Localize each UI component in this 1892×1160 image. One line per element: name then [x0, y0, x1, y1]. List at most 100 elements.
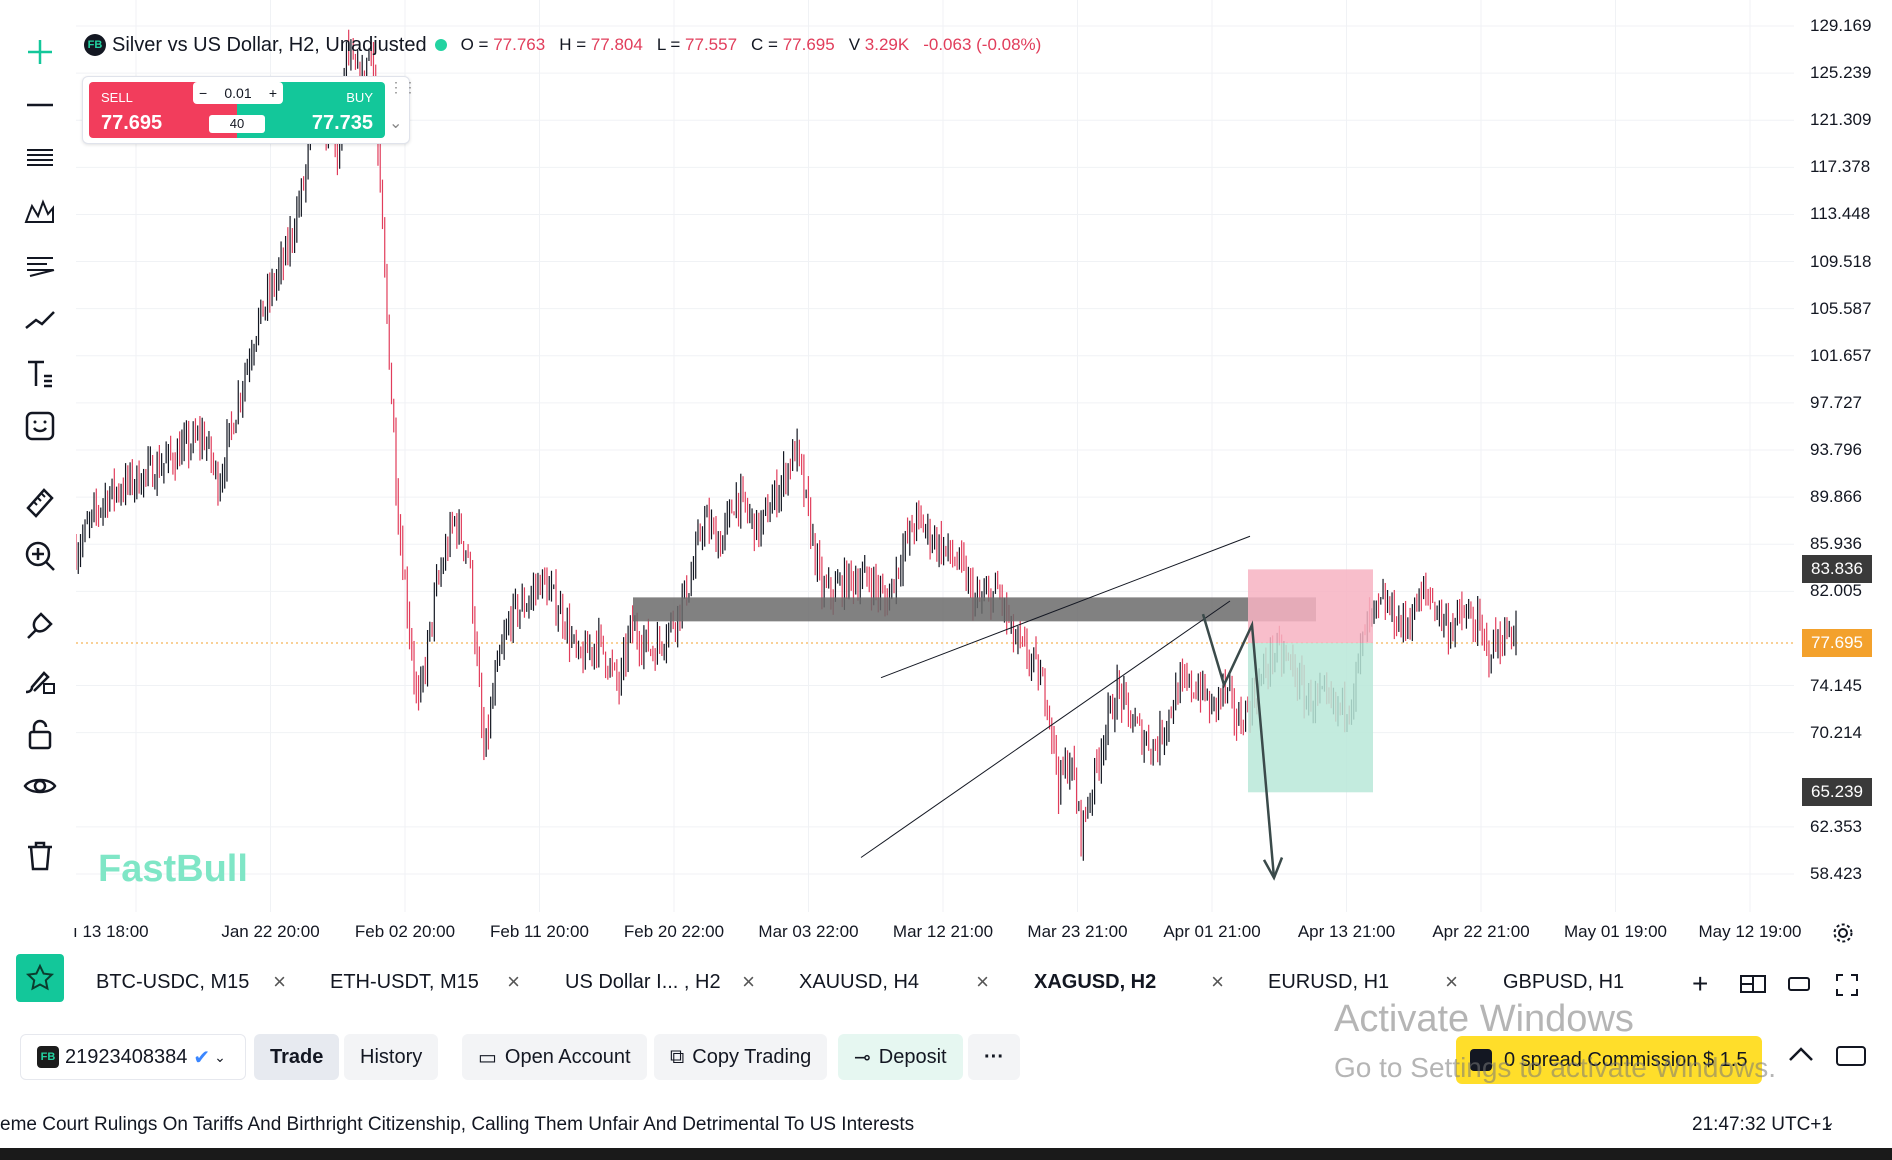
price-tick-label: 121.309 — [1810, 110, 1872, 130]
ruler-icon[interactable] — [16, 480, 64, 524]
time-tick-label: Feb 02 20:00 — [354, 922, 456, 941]
emoji-icon[interactable] — [16, 404, 64, 448]
trend-line-icon[interactable] — [16, 298, 64, 342]
eye-icon[interactable] — [16, 764, 64, 808]
text-icon[interactable] — [16, 352, 64, 396]
magnet-icon[interactable] — [16, 604, 64, 648]
price-tick-label: 85.936 — [1810, 534, 1862, 554]
time-scale[interactable]: ı 13 18:00 Jan 22 20:00 Feb 02 20:00 Feb 11… — [73, 912, 1802, 954]
sell-label: SELL — [101, 90, 133, 105]
price-tick-label: 113.448 — [1810, 204, 1871, 224]
news-ticker: eme Court Rulings On Tariffs And Birthri… — [0, 1108, 1892, 1144]
time-tick-label: Feb 20 22:00 — [623, 922, 725, 941]
time-tick-label: Feb 11 20:00 — [490, 922, 589, 941]
settings-gear-icon[interactable] — [1832, 922, 1854, 949]
time-tick-label: Mar 23 21:00 — [1027, 922, 1128, 941]
symbol-title[interactable]: Silver vs US Dollar, H2, Unadjusted — [112, 33, 427, 56]
time-tick-label: Apr 13 21:00 — [1297, 922, 1396, 941]
time-tick-label: Apr 22 21:00 — [1432, 922, 1530, 941]
drawing-toolbar — [0, 0, 76, 945]
drag-handle-icon[interactable]: ⋮⋮ — [389, 79, 417, 95]
price-scale[interactable]: 129.169 125.239 121.309 117.378 113.448 109.5… — [1794, 0, 1892, 912]
watchlist-star-button[interactable] — [16, 954, 64, 1002]
time-tick-label: Jan 22 20:00 — [221, 922, 320, 941]
taskbar-strip — [0, 1148, 1892, 1160]
price-tick-label: 74.145 — [1810, 675, 1862, 695]
time-tick-label: May 12 19:00 — [1698, 922, 1802, 941]
chevron-down-icon: ⌄ — [214, 1048, 226, 1065]
close-icon[interactable]: × — [976, 969, 989, 994]
lock-icon[interactable] — [16, 712, 64, 756]
projected-arrowhead — [1262, 857, 1284, 881]
chevron-down-icon[interactable]: ⌄ — [389, 115, 403, 132]
time-tick-label: Mar 12 21:00 — [892, 922, 994, 941]
spread-value: 40 — [209, 115, 265, 133]
window-icon[interactable] — [1788, 976, 1810, 997]
promo-banner[interactable]: 0 spread Commission $ 1.5 — [1456, 1036, 1762, 1084]
brush-lock-icon[interactable] — [16, 658, 64, 702]
history-tab[interactable]: History — [344, 1034, 439, 1080]
panel-icon[interactable] — [1836, 1046, 1866, 1073]
close-icon[interactable]: × — [1445, 969, 1458, 994]
take-profit-zone — [1248, 642, 1373, 793]
close-icon[interactable]: × — [273, 969, 286, 994]
price-tick-label: 125.239 — [1810, 63, 1872, 83]
more-button[interactable]: ··· — [968, 1034, 1020, 1080]
tab-eurusd[interactable]: EURUSD, H1 × — [1268, 969, 1458, 994]
plus-icon[interactable]: + — [268, 85, 277, 101]
crosshair-icon[interactable] — [16, 30, 64, 74]
fullscreen-icon[interactable] — [1836, 974, 1858, 1001]
deposit-button[interactable]: ⊸ Deposit — [838, 1034, 963, 1080]
tab-eth-usdt[interactable]: ETH-USDT, M15 × — [330, 969, 520, 994]
time-tick-label: Mar 03 22:00 — [758, 922, 859, 941]
buy-price: 77.735 — [311, 112, 373, 134]
promo-text: 0 spread Commission $ 1.5 — [1504, 1048, 1748, 1071]
time-tick-label: Apr 01 21:00 — [1163, 922, 1261, 941]
tab-btc-usdc[interactable]: BTC-USDC, M15 × — [96, 969, 286, 994]
trash-icon[interactable] — [16, 834, 64, 878]
sell-price: 77.695 — [101, 112, 163, 134]
clock[interactable]: 21:47:32 UTC+1 — [1692, 1114, 1832, 1135]
high-value: 77.804 — [590, 35, 643, 54]
low-value: 77.557 — [685, 35, 738, 54]
tab-gbpusd[interactable]: GBPUSD, H1 — [1503, 970, 1625, 993]
account-selector[interactable]: FB 21923408384 ✔ ⌄ — [20, 1034, 246, 1080]
price-tick-label: 62.353 — [1810, 816, 1862, 836]
copy-trading-icon: ⧉ — [670, 1045, 685, 1068]
close-icon[interactable]: × — [507, 969, 520, 994]
price-tick-label: 89.866 — [1810, 487, 1862, 507]
symbol-tab-bar: BTC-USDC, M15 × ETH-USDT, M15 × US Dollar … — [76, 954, 1892, 1012]
verified-icon: ✔ — [193, 1046, 211, 1069]
close-value: 77.695 — [782, 35, 835, 54]
projected-path — [1201, 613, 1276, 878]
promo-icon — [1470, 1049, 1492, 1071]
pattern-icon[interactable] — [16, 190, 64, 234]
fib-retracement-icon[interactable] — [16, 136, 64, 180]
lot-value: 0.01 — [224, 85, 252, 101]
buy-label: BUY — [346, 90, 373, 105]
layout-icon[interactable] — [1740, 974, 1766, 999]
tab-us-dollar-index[interactable]: US Dollar I... , H2 × — [565, 969, 755, 994]
minus-icon[interactable]: − — [199, 85, 208, 101]
price-tick-label: 117.378 — [1810, 157, 1871, 177]
time-tick-label: May 01 19:00 — [1563, 922, 1668, 941]
copy-trading-button[interactable]: ⧉ Copy Trading — [654, 1034, 828, 1080]
price-badge: 65.239 — [1802, 778, 1872, 807]
zoom-in-icon[interactable] — [16, 534, 64, 578]
close-icon[interactable]: × — [742, 969, 755, 994]
tab-xauusd[interactable]: XAUUSD, H4 × — [799, 969, 989, 994]
open-account-button[interactable]: ▭ Open Account — [462, 1034, 647, 1080]
horizontal-line-icon[interactable] — [16, 83, 64, 127]
price-tick-label: 93.796 — [1810, 440, 1862, 459]
live-status-dot — [434, 39, 447, 51]
close-icon[interactable]: × — [1211, 969, 1224, 994]
fastbull-watermark: FastBull — [98, 848, 248, 890]
gann-fan-icon[interactable] — [16, 244, 64, 288]
chevron-down-icon[interactable]: ⌄ — [1822, 1114, 1836, 1131]
tab-xagusd[interactable]: XAGUSD, H2 × — [1014, 960, 1236, 1004]
lot-stepper[interactable]: − 0.01 + — [193, 82, 283, 104]
trade-tab[interactable]: Trade — [254, 1034, 340, 1080]
chevron-up-icon[interactable] — [1786, 1040, 1816, 1075]
news-headline[interactable]: eme Court Rulings On Tariffs And Birthri… — [0, 1114, 915, 1135]
add-tab-icon[interactable]: + — [1692, 968, 1709, 999]
